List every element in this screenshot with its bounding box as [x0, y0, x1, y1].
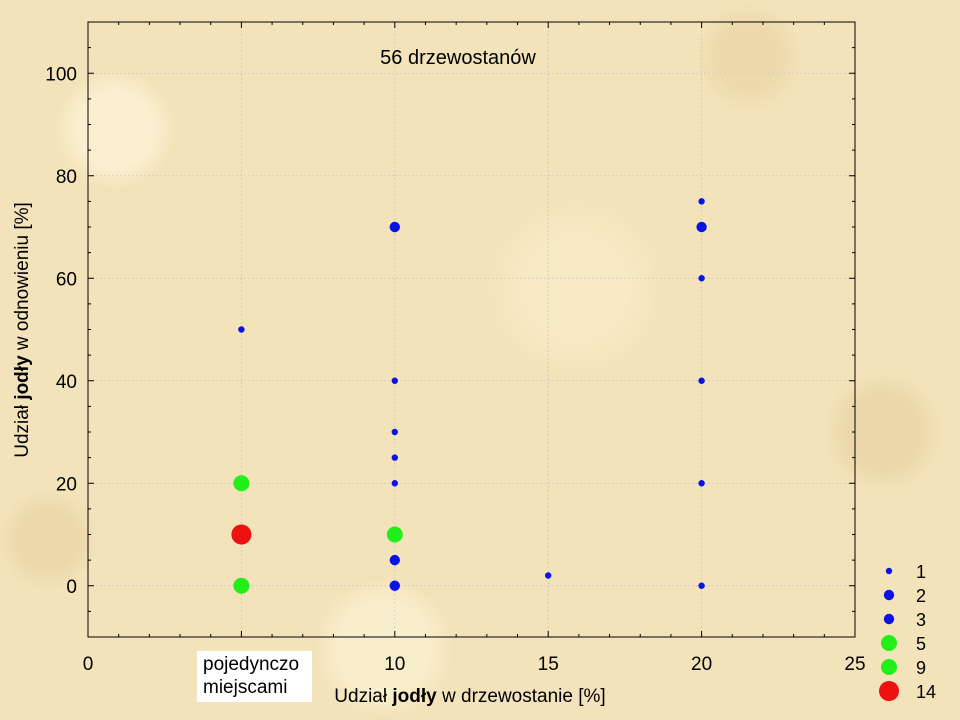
grid-lines [88, 22, 855, 637]
y-tick-label: 80 [56, 167, 77, 188]
legend-label: 14 [916, 682, 936, 702]
data-point [696, 221, 707, 233]
legend-marker [883, 613, 895, 625]
data-point [698, 377, 705, 384]
y-tick-label: 0 [66, 577, 77, 598]
legend-label: 9 [916, 658, 926, 678]
data-point [231, 524, 252, 545]
x-tick-label: 0 [83, 654, 94, 675]
y-tick-label: 20 [56, 474, 77, 495]
data-point [389, 580, 400, 591]
y-tick-label: 40 [56, 372, 77, 393]
data-point [698, 480, 705, 487]
y-tick-labels: 0 20 40 60 80 100 [45, 64, 77, 598]
data-point [391, 428, 398, 436]
y-axis-label: Udział jodły w odnowieniu [%] [12, 202, 33, 458]
x-category-label-box [197, 651, 312, 702]
legend-marker [881, 635, 897, 651]
x-tick-label: 25 [844, 654, 865, 675]
x-tick-labels: 0 10 15 20 25 [83, 654, 866, 675]
legend-label: 5 [916, 634, 926, 654]
data-point [391, 454, 398, 461]
legend-marker [883, 589, 895, 601]
legend-marker [885, 567, 893, 575]
data-point [386, 526, 403, 543]
data-point [391, 377, 398, 384]
data-point [238, 326, 245, 333]
minor-ticks [87, 21, 856, 638]
legend-label: 1 [916, 562, 926, 582]
chart-title: 56 drzewostanów [380, 47, 536, 69]
legend: 1 2 3 5 9 14 [879, 562, 936, 702]
data-point [389, 221, 400, 233]
data-point [698, 275, 705, 282]
data-point [233, 577, 250, 594]
y-tick-label: 100 [45, 64, 77, 85]
data-point [233, 475, 250, 492]
legend-label: 3 [916, 610, 926, 630]
legend-label: 2 [916, 586, 926, 606]
plot-area [87, 21, 856, 638]
data-points [231, 198, 707, 594]
legend-marker [879, 681, 899, 701]
x-category-label-line-1: pojedynczo [203, 654, 299, 675]
data-point [698, 582, 705, 589]
data-point [698, 198, 705, 205]
legend-marker [881, 659, 897, 675]
x-category-label-line-2: miejscami [203, 677, 287, 698]
x-tick-label: 15 [538, 654, 559, 675]
data-point [391, 480, 398, 487]
x-axis-label: Udział jodły w drzewostanie [%] [334, 686, 605, 707]
y-tick-label: 60 [56, 269, 77, 290]
x-tick-label: 20 [691, 654, 712, 675]
data-point [389, 554, 400, 566]
x-tick-label: 10 [384, 654, 405, 675]
data-point [545, 572, 552, 579]
